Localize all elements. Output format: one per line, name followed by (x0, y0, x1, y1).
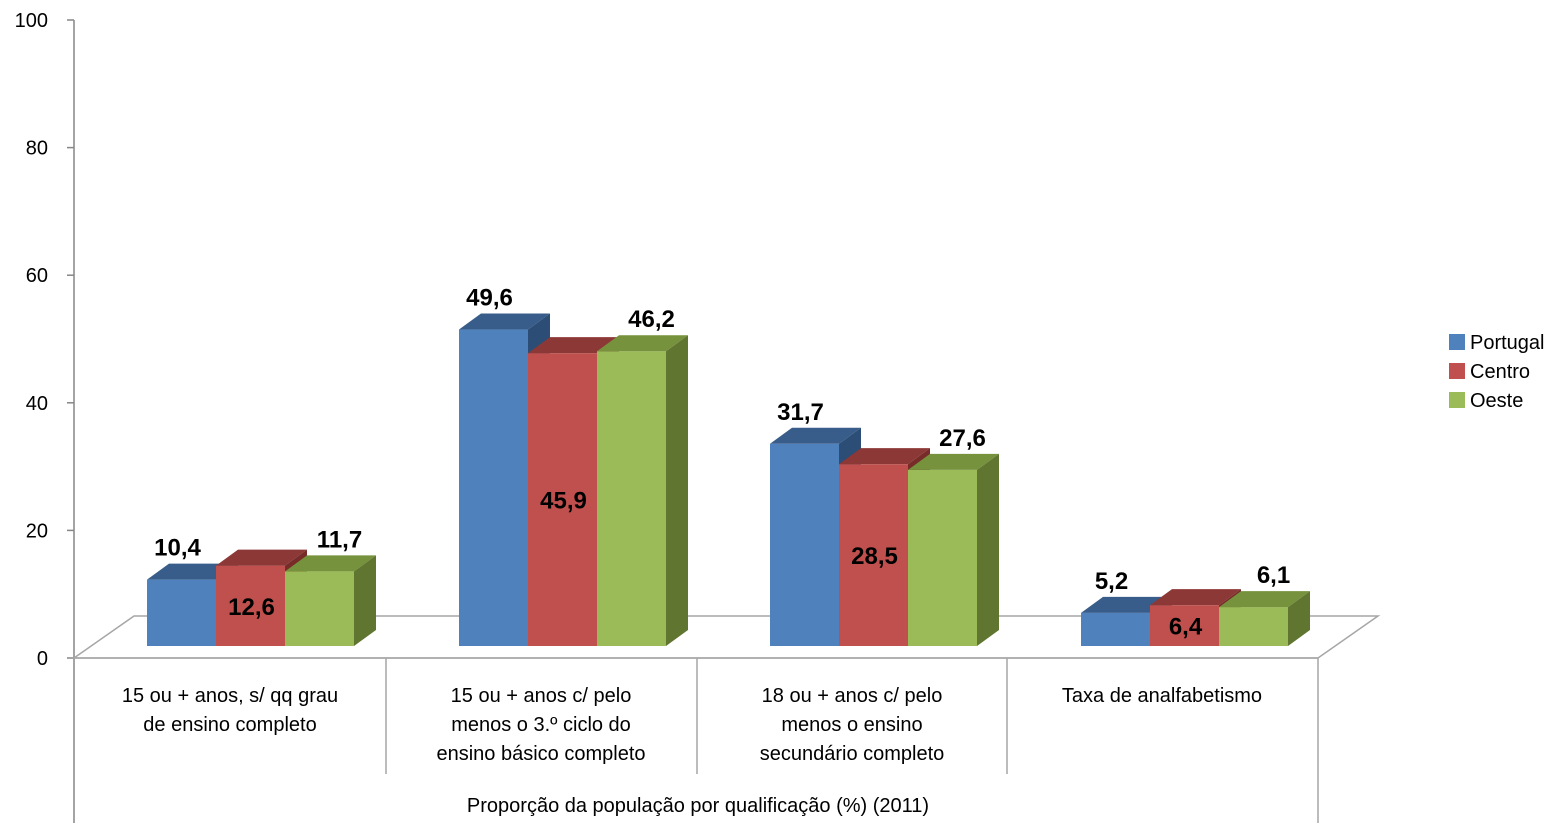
bar-front (770, 443, 839, 646)
bar-side (354, 555, 376, 646)
category-label-line: menos o ensino (781, 714, 922, 736)
legend-swatch-portugal (1449, 334, 1465, 350)
x-axis-title: Proporção da população por qualificação … (467, 795, 929, 817)
data-label-centro-1: 12,6 (228, 594, 275, 621)
category-label-2: 15 ou + anos c/ pelo menos o 3.º ciclo do… (436, 685, 645, 765)
bar-side (977, 453, 999, 646)
bar-front (528, 353, 597, 646)
y-tick-label: 0 (37, 648, 48, 670)
data-label-centro-4: 6,4 (1169, 614, 1203, 641)
bar-top (285, 555, 376, 572)
bar-front (839, 464, 908, 646)
bar-top (528, 337, 619, 354)
bar-front (597, 351, 666, 646)
category-label-line: menos o 3.º ciclo do (451, 714, 631, 736)
bar-front (459, 329, 528, 646)
category-label-line: ensino básico completo (436, 743, 645, 765)
y-tick-label: 100 (15, 10, 48, 32)
bar-oeste-3 (908, 453, 999, 646)
data-label-portugal-3: 31,7 (777, 399, 824, 426)
bar-front (1219, 607, 1288, 646)
data-label-portugal-1: 10,4 (154, 535, 201, 562)
category-label-3: 18 ou + anos c/ pelo menos o ensino secund… (760, 685, 945, 765)
bar-top (1150, 589, 1241, 606)
bar-top (770, 427, 861, 444)
data-labels: 10,4 12,6 11,7 49,6 45,9 46,2 31,7 28,5 27,6 5,2 6… (154, 285, 1290, 641)
category-label-4: Taxa de analfabetismo (1062, 685, 1262, 707)
data-label-portugal-2: 49,6 (466, 285, 513, 312)
axes: 0 20 40 60 80 100 15 ou + anos, s/ qq grau de e… (15, 10, 1381, 823)
data-label-portugal-4: 5,2 (1095, 568, 1128, 595)
data-label-oeste-3: 27,6 (939, 425, 986, 452)
bar-oeste-1 (285, 555, 376, 646)
category-label-line: Taxa de analfabetismo (1062, 685, 1262, 707)
bar-side (1288, 591, 1310, 646)
bar-top (1081, 596, 1172, 613)
category-label-line: 15 ou + anos c/ pelo (451, 685, 632, 707)
data-label-centro-2: 45,9 (540, 488, 587, 515)
bar-top (597, 335, 688, 352)
category-label-line: de ensino completo (143, 714, 316, 736)
y-tick-label: 20 (26, 520, 48, 542)
data-label-oeste-1: 11,7 (317, 526, 362, 553)
category-label-1: 15 ou + anos, s/ qq grau de ensino comple… (122, 685, 338, 736)
legend: Portugal Centro Oeste (1449, 332, 1545, 412)
data-label-oeste-2: 46,2 (628, 306, 675, 333)
bar-side (666, 335, 688, 646)
bar-top (1219, 591, 1310, 608)
legend-label-portugal: Portugal (1470, 332, 1545, 354)
bar-front (908, 469, 977, 646)
y-tick-label: 80 (26, 138, 48, 160)
y-tick-label: 60 (26, 265, 48, 287)
legend-label-centro: Centro (1470, 361, 1530, 383)
legend-label-oeste: Oeste (1470, 390, 1523, 412)
bar-top (908, 453, 999, 470)
bar-front (285, 571, 354, 646)
bar-top (216, 549, 307, 566)
bars (147, 313, 1310, 646)
bar-oeste-2 (597, 335, 688, 646)
y-tick-label: 40 (26, 393, 48, 415)
bar-front (1150, 605, 1219, 646)
category-label-line: 18 ou + anos c/ pelo (762, 685, 943, 707)
legend-swatch-centro (1449, 363, 1465, 379)
bar-oeste-4 (1219, 591, 1310, 646)
bar-front (216, 565, 285, 646)
bar-front (147, 579, 216, 646)
data-label-centro-3: 28,5 (851, 543, 898, 570)
category-label-line: secundário completo (760, 743, 945, 765)
data-label-oeste-4: 6,1 (1257, 562, 1290, 589)
bar-top (839, 448, 930, 465)
bar-front (1081, 612, 1150, 646)
category-label-line: 15 ou + anos, s/ qq grau (122, 685, 338, 707)
bar-top (459, 313, 550, 330)
bar-top (147, 563, 238, 580)
legend-swatch-oeste (1449, 392, 1465, 408)
